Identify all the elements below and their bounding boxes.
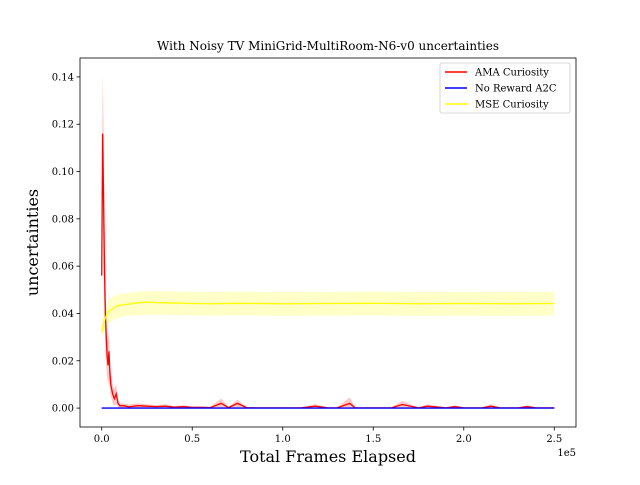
x-tick-label: 1.0 (275, 434, 291, 445)
y-tick-label: 0.12 (52, 120, 74, 131)
y-tick-label: 0.02 (52, 356, 74, 367)
legend-label: MSE Curiosity (475, 100, 549, 111)
legend-box (439, 62, 571, 114)
line-mse-curiosity (101, 301, 555, 333)
legend-label: No Reward A2C (475, 84, 557, 95)
series-lines (101, 133, 555, 409)
x-tick-label: 2.0 (456, 434, 472, 445)
line-ama-curiosity (101, 133, 555, 409)
x-axis-offset-label: 1e5 (557, 448, 576, 459)
y-axis-label: uncertainties (23, 189, 42, 296)
x-tick-label: 0.0 (94, 434, 110, 445)
chart-title: With Noisy TV MiniGrid-MultiRoom-N6-v0 u… (157, 39, 499, 53)
legend-label: AMA Curiosity (474, 68, 549, 79)
band-mse-curiosity (101, 290, 555, 340)
x-tick-label: 1.5 (365, 434, 381, 445)
plot-frame (79, 57, 577, 428)
legend: AMA Curiosity No Reward A2C MSE Curiosity (439, 62, 571, 114)
x-tick-label: 2.5 (546, 434, 562, 445)
y-tick-label: 0.14 (52, 72, 74, 83)
x-axis-label: Total Frames Elapsed (240, 447, 416, 466)
y-tick-label: 0.10 (52, 167, 74, 178)
confidence-bands (101, 72, 555, 409)
x-axis-ticks: 0.0 0.5 1.0 1.5 2.0 2.5 (94, 427, 562, 445)
y-tick-label: 0.06 (52, 262, 74, 273)
band-ama-curiosity (101, 72, 555, 409)
y-tick-label: 0.08 (52, 214, 74, 225)
y-tick-label: 0.00 (52, 404, 74, 415)
x-tick-label: 0.5 (184, 434, 200, 445)
y-tick-label: 0.04 (52, 309, 74, 320)
y-axis-ticks: 0.00 0.02 0.04 0.06 0.08 0.10 0.12 0.14 (52, 72, 80, 415)
